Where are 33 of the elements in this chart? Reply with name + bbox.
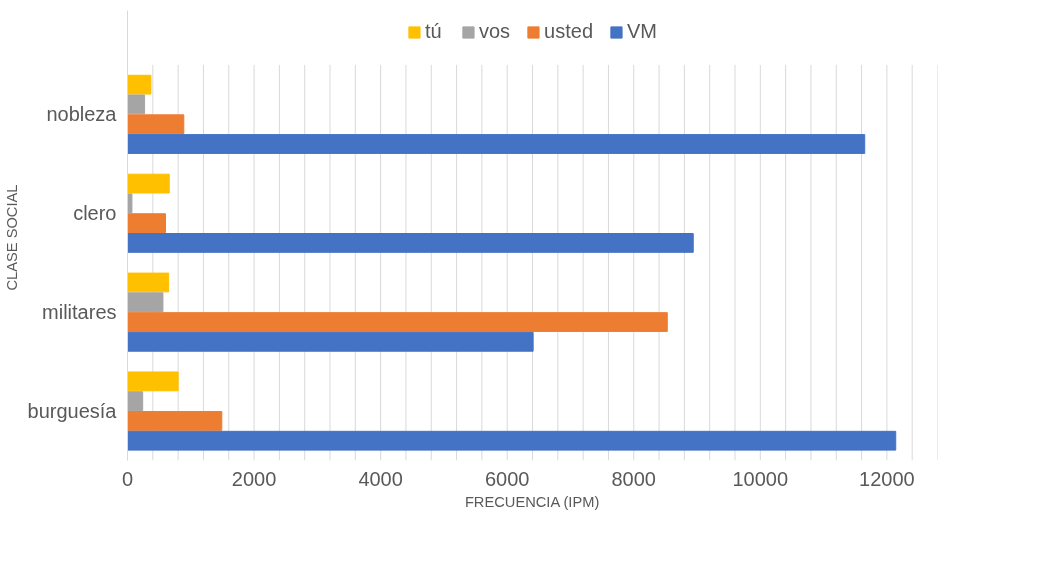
y-tick-label: clero [73,202,117,225]
x-tick-label: 0 [121,467,134,490]
bar [127,134,866,154]
bar [127,213,166,234]
bar [127,114,185,135]
bar [127,193,133,214]
x-tick-label: 2000 [231,467,277,490]
y-tick-label: burguesía [27,400,118,423]
y-axis-title: CLASE SOCIAL [3,184,20,291]
bar [127,74,152,95]
bar [127,94,146,115]
legend-label: vos [478,20,511,43]
bar [127,292,164,313]
bar [127,312,668,332]
bar [127,331,534,352]
legend-label: VM [627,20,658,43]
y-tick-label: nobleza [46,103,118,126]
y-tick-label: militares [42,301,117,324]
bar [127,173,170,194]
x-tick-label: 10000 [732,467,789,490]
bar [127,371,179,392]
bar [127,233,694,253]
legend-label: tú [424,20,443,43]
bar [127,391,144,412]
bar [127,272,170,293]
x-tick-label: 6000 [484,467,530,490]
bar [127,411,223,431]
bar [127,430,897,451]
x-axis-title: FRECUENCIA (IPM) [464,493,600,510]
legend-label: usted [544,20,594,43]
x-tick-label: 4000 [358,467,403,490]
x-tick-label: 12000 [859,467,915,490]
x-tick-label: 8000 [611,467,656,490]
